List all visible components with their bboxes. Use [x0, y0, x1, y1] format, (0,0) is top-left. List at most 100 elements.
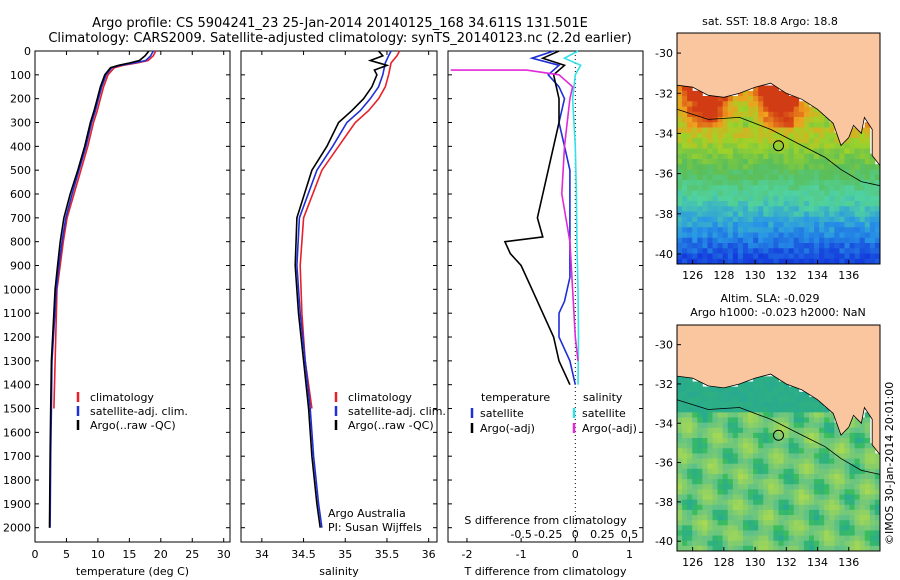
map-cell — [803, 248, 810, 254]
map-cell — [788, 438, 795, 444]
map-cell — [717, 106, 724, 113]
map-cell — [803, 132, 810, 139]
map-cell — [697, 432, 703, 439]
map-cell — [874, 515, 881, 521]
map-cell — [677, 422, 683, 429]
x-tick-label: 34 — [255, 548, 269, 561]
map-cell — [697, 422, 703, 429]
map-cell — [839, 494, 845, 501]
map-cell — [854, 515, 861, 521]
map-cell — [859, 248, 866, 254]
map-cell — [834, 253, 840, 260]
map-cell — [803, 422, 810, 429]
map-cell — [768, 232, 774, 239]
map-cell — [702, 222, 708, 228]
map-cell — [707, 427, 713, 434]
map-cell — [707, 515, 713, 521]
map-cell — [829, 153, 835, 160]
map-cell — [824, 232, 830, 239]
map-cell — [732, 159, 739, 165]
map-cell — [748, 138, 754, 144]
map-cell — [682, 535, 688, 542]
map-cell — [682, 427, 688, 434]
map-cell — [717, 432, 724, 439]
map-cell — [707, 132, 713, 139]
y-tick-label: 1500 — [3, 403, 31, 416]
map-cell — [758, 525, 764, 531]
map-cell — [844, 438, 850, 444]
map-cell — [778, 509, 784, 516]
map-cell — [737, 438, 744, 444]
map-cell — [808, 159, 815, 165]
legend-label: Argo(-adj) — [582, 422, 637, 435]
map-cell — [717, 463, 724, 470]
map-cell — [819, 253, 825, 260]
map-cell — [687, 180, 693, 186]
map-cell — [773, 248, 779, 254]
map-cell — [788, 148, 795, 155]
map-cell — [808, 422, 815, 429]
map-cell — [712, 127, 718, 134]
map-cell — [737, 237, 744, 244]
map-cell — [742, 132, 749, 139]
map-cell — [692, 122, 698, 128]
map-cell — [839, 148, 845, 155]
map-cell — [819, 525, 825, 531]
map-cell — [677, 138, 683, 144]
map-cell — [758, 174, 764, 181]
map-cell — [854, 540, 861, 547]
map-cell — [859, 180, 866, 186]
map-cell — [732, 438, 739, 444]
map-cell — [824, 545, 830, 552]
map-cell — [742, 143, 749, 149]
map-cell — [808, 117, 815, 123]
map-cell — [717, 479, 724, 485]
map-cell — [717, 391, 724, 398]
map-cell — [712, 530, 718, 536]
map-cell — [844, 540, 850, 547]
map-cell — [834, 473, 840, 480]
map-cell — [824, 463, 830, 470]
map-cell — [844, 169, 850, 176]
map-cell — [707, 489, 713, 495]
map-cell — [778, 153, 784, 160]
map-cell — [712, 222, 718, 228]
map-cell — [798, 132, 805, 139]
map-cell — [808, 407, 815, 413]
map-cell — [712, 190, 718, 197]
map-cell — [742, 127, 749, 134]
y-tick-label: 1800 — [3, 474, 31, 487]
map-cell — [702, 422, 708, 429]
map-cell — [727, 237, 734, 244]
series-line-black — [48, 50, 150, 528]
map-cell — [697, 499, 703, 506]
map-cell — [864, 494, 871, 501]
map-cell — [712, 143, 718, 149]
map-cell — [783, 185, 790, 191]
map-cell — [869, 232, 876, 239]
map-cell — [869, 489, 876, 495]
panel-difference: -2 -1 0 1-0.5 -0.25 0 0.25 0.5S difference from… — [447, 50, 644, 578]
map-cell — [768, 438, 774, 444]
map-cell — [793, 237, 800, 244]
map-cell — [773, 448, 779, 454]
map-cell — [748, 211, 754, 218]
map-cell — [742, 180, 749, 186]
map-cell — [864, 515, 871, 521]
map-cell — [742, 164, 749, 170]
map-cell — [702, 232, 708, 239]
map-cell — [737, 520, 744, 526]
map-cell — [697, 169, 703, 176]
map-cell — [702, 122, 708, 128]
map-cell — [819, 479, 825, 485]
map-cell — [874, 499, 881, 506]
map-cell — [697, 159, 703, 165]
map-cell — [778, 143, 784, 149]
map-cell — [783, 386, 790, 393]
map-cell — [727, 190, 734, 197]
map-cell — [722, 127, 729, 134]
map-cell — [702, 216, 708, 223]
map-cell — [819, 122, 825, 128]
map-cell — [849, 258, 856, 265]
map-cell — [758, 206, 764, 212]
